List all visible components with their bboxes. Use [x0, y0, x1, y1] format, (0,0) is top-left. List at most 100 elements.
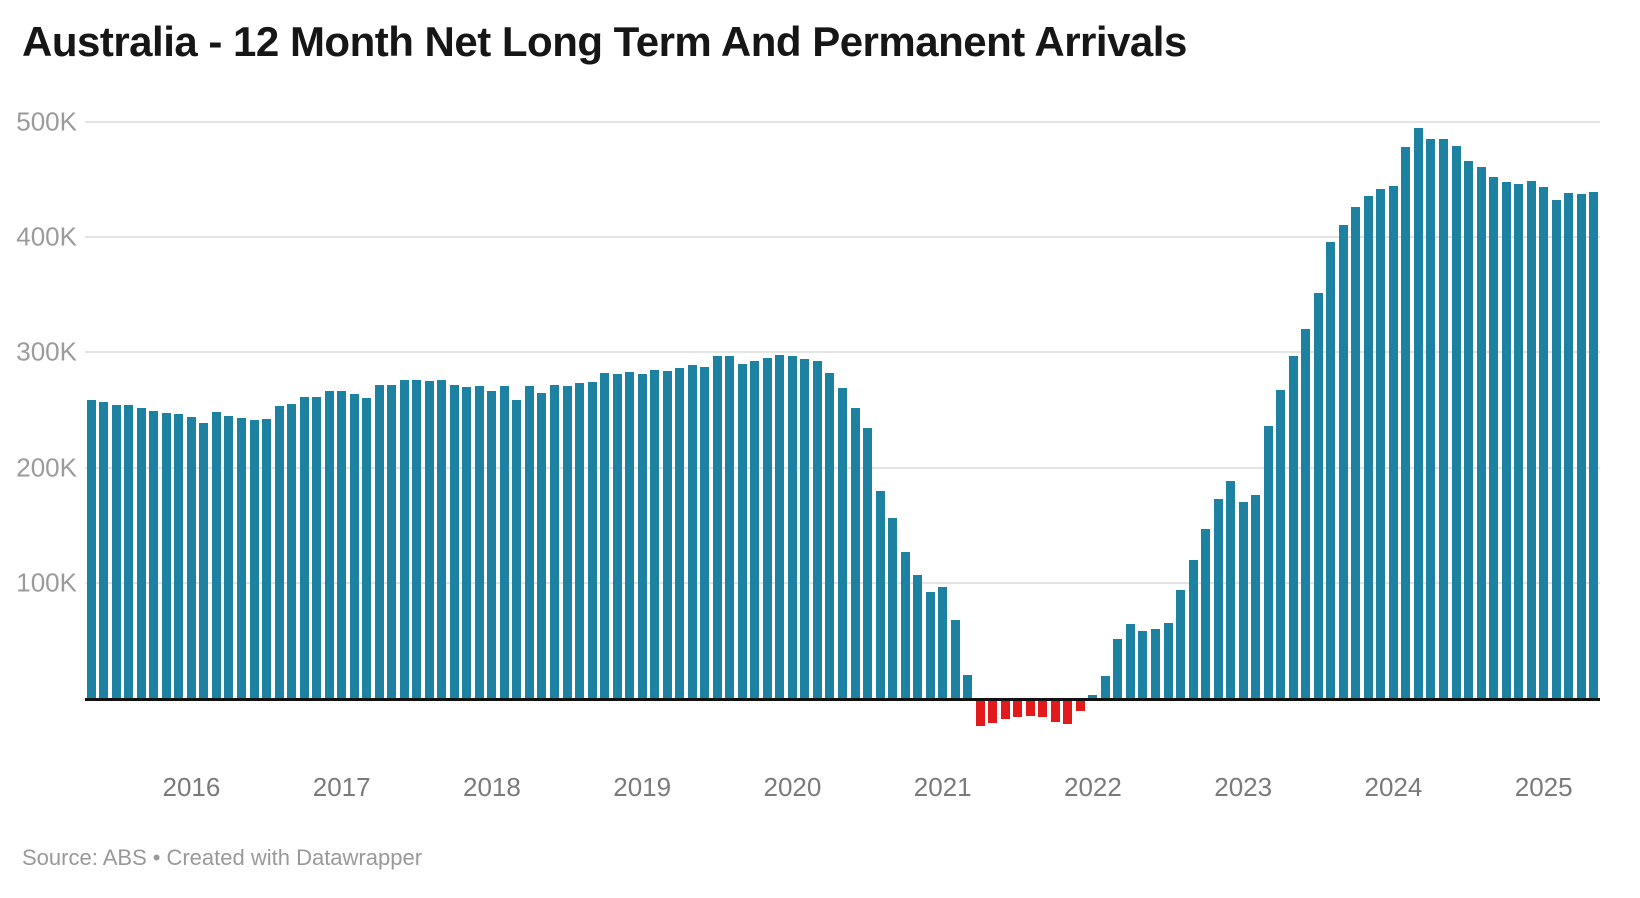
bar-2018-04[interactable]: [524, 385, 534, 698]
bar-2025-01[interactable]: [1539, 187, 1549, 698]
bar-2024-04[interactable]: [1426, 139, 1436, 698]
bar-2015-11[interactable]: [161, 413, 171, 698]
bar-2019-01[interactable]: [637, 374, 647, 698]
bar-2023-08[interactable]: [1326, 241, 1336, 698]
bar-2015-06[interactable]: [99, 401, 109, 698]
bar-2016-12[interactable]: [324, 391, 334, 698]
bar-2016-04[interactable]: [224, 415, 234, 698]
bar-2021-10[interactable]: [1050, 701, 1060, 722]
bar-2017-09[interactable]: [437, 379, 447, 698]
bar-2015-10[interactable]: [149, 411, 159, 698]
bar-2016-10[interactable]: [299, 397, 309, 698]
bar-2022-02[interactable]: [1100, 676, 1110, 698]
bar-2023-03[interactable]: [1263, 426, 1273, 698]
bar-2018-08[interactable]: [575, 383, 585, 698]
bar-2020-05[interactable]: [837, 387, 847, 698]
bar-2023-07[interactable]: [1313, 293, 1323, 698]
bar-2017-06[interactable]: [399, 379, 409, 698]
bar-2016-03[interactable]: [211, 412, 221, 698]
bar-2019-07[interactable]: [712, 355, 722, 698]
bar-2021-05[interactable]: [988, 701, 998, 723]
bar-2017-10[interactable]: [449, 384, 459, 698]
bar-2016-02[interactable]: [199, 422, 209, 698]
bar-2019-03[interactable]: [662, 370, 672, 698]
bar-2024-06[interactable]: [1451, 145, 1461, 698]
bar-2018-11[interactable]: [612, 374, 622, 698]
bar-2025-03[interactable]: [1564, 193, 1574, 698]
bar-2018-01[interactable]: [487, 391, 497, 698]
bar-2023-01[interactable]: [1238, 502, 1248, 698]
bar-2024-03[interactable]: [1413, 127, 1423, 698]
bar-2019-09[interactable]: [737, 363, 747, 698]
bar-2025-02[interactable]: [1551, 200, 1561, 698]
bar-2021-12[interactable]: [1075, 701, 1085, 712]
bar-2023-10[interactable]: [1351, 207, 1361, 698]
bar-2017-05[interactable]: [387, 384, 397, 698]
bar-2023-11[interactable]: [1363, 195, 1373, 698]
bar-2018-10[interactable]: [600, 372, 610, 698]
bar-2020-08[interactable]: [875, 490, 885, 698]
bar-2020-04[interactable]: [825, 372, 835, 698]
bar-2023-05[interactable]: [1288, 355, 1298, 698]
bar-2022-07[interactable]: [1163, 623, 1173, 698]
bar-2024-11[interactable]: [1514, 183, 1524, 698]
bar-2020-12[interactable]: [925, 591, 935, 698]
bar-2021-07[interactable]: [1013, 701, 1023, 718]
bar-2024-01[interactable]: [1388, 186, 1398, 698]
bar-2024-07[interactable]: [1464, 160, 1474, 698]
bar-2020-06[interactable]: [850, 407, 860, 698]
bar-2015-09[interactable]: [136, 407, 146, 698]
bar-2016-07[interactable]: [262, 419, 272, 698]
bar-2019-10[interactable]: [750, 361, 760, 698]
datawrapper-attribution-link[interactable]: Created with Datawrapper: [166, 845, 423, 870]
bar-2019-11[interactable]: [762, 358, 772, 698]
bar-2017-11[interactable]: [462, 386, 472, 698]
bar-2022-12[interactable]: [1226, 481, 1236, 698]
bar-2016-06[interactable]: [249, 420, 259, 698]
bar-2024-08[interactable]: [1476, 166, 1486, 698]
bar-2022-04[interactable]: [1125, 624, 1135, 698]
bar-2018-05[interactable]: [537, 392, 547, 698]
bar-2024-12[interactable]: [1526, 180, 1536, 698]
bar-2016-11[interactable]: [312, 397, 322, 698]
bar-2024-09[interactable]: [1489, 177, 1499, 698]
bar-2021-04[interactable]: [975, 701, 985, 727]
bar-2023-12[interactable]: [1376, 188, 1386, 698]
bar-2020-03[interactable]: [812, 361, 822, 698]
bar-2015-07[interactable]: [111, 405, 121, 698]
bar-2022-08[interactable]: [1176, 589, 1186, 698]
bar-2016-01[interactable]: [186, 416, 196, 698]
bar-2022-03[interactable]: [1113, 639, 1123, 698]
bar-2019-06[interactable]: [700, 367, 710, 698]
bar-2017-08[interactable]: [424, 381, 434, 698]
bar-2021-02[interactable]: [950, 619, 960, 698]
bar-2020-07[interactable]: [863, 428, 873, 698]
bar-2022-01[interactable]: [1088, 694, 1098, 698]
bar-2020-02[interactable]: [800, 359, 810, 698]
bar-2018-12[interactable]: [625, 371, 635, 698]
bar-2017-03[interactable]: [362, 398, 372, 698]
bar-2021-09[interactable]: [1038, 701, 1048, 718]
bar-2024-10[interactable]: [1501, 181, 1511, 698]
bar-2016-05[interactable]: [237, 417, 246, 698]
bar-2019-02[interactable]: [650, 369, 660, 698]
bar-2025-04[interactable]: [1576, 194, 1586, 698]
bar-2024-05[interactable]: [1438, 139, 1448, 698]
bar-2021-01[interactable]: [938, 587, 948, 698]
bar-2024-02[interactable]: [1401, 147, 1411, 698]
bar-2018-03[interactable]: [512, 399, 522, 698]
bar-2016-08[interactable]: [274, 406, 284, 698]
bar-2015-12[interactable]: [174, 414, 184, 698]
bar-2023-06[interactable]: [1301, 329, 1311, 698]
bar-2018-02[interactable]: [499, 385, 509, 698]
bar-2021-03[interactable]: [963, 674, 973, 698]
bar-2018-06[interactable]: [550, 384, 560, 698]
bar-2022-09[interactable]: [1188, 559, 1198, 698]
bar-2022-05[interactable]: [1138, 631, 1148, 698]
bar-2020-11[interactable]: [913, 574, 923, 698]
bar-2020-01[interactable]: [787, 355, 797, 698]
bar-2019-05[interactable]: [687, 364, 697, 698]
bar-2025-05[interactable]: [1589, 192, 1599, 698]
bar-2022-11[interactable]: [1213, 498, 1223, 698]
bar-2018-07[interactable]: [562, 385, 572, 698]
